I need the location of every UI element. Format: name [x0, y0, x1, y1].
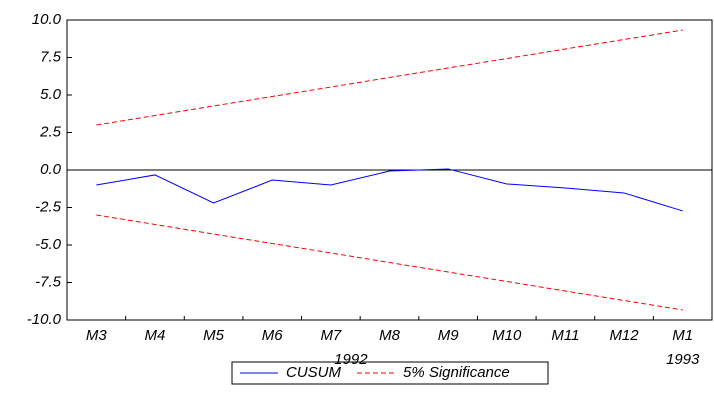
year-label: 1992 [334, 351, 368, 368]
x-tick-label: M11 [551, 327, 579, 344]
series-line [96, 168, 683, 212]
y-tick-label: 0.0 [40, 161, 62, 178]
legend-label: 5% Significance [403, 364, 510, 381]
x-tick-label: M12 [609, 327, 639, 344]
y-tick-label: 10.0 [32, 11, 62, 28]
y-tick-label: -10.0 [27, 311, 62, 328]
y-tick-label: -7.5 [35, 273, 62, 290]
x-tick-label: M8 [379, 327, 400, 344]
x-tick-label: M3 [86, 327, 107, 344]
x-tick-label: M1 [672, 327, 693, 344]
x-tick-label: M7 [320, 327, 341, 344]
x-tick-label: M6 [262, 327, 283, 344]
x-tick-label: M9 [438, 327, 459, 344]
x-tick-label: M4 [145, 327, 166, 344]
y-tick-label: -5.0 [35, 236, 62, 253]
y-tick-label: 2.5 [39, 123, 62, 140]
series-line [96, 29, 683, 126]
x-tick-label: M10 [492, 327, 522, 344]
y-tick-label: 7.5 [40, 48, 62, 65]
x-tick-label: M5 [203, 327, 224, 344]
series-line [96, 214, 683, 311]
legend-label: CUSUM [286, 364, 342, 381]
year-label: 1993 [666, 351, 700, 368]
y-tick-label: -2.5 [35, 198, 62, 215]
y-tick-label: 5.0 [40, 86, 62, 103]
